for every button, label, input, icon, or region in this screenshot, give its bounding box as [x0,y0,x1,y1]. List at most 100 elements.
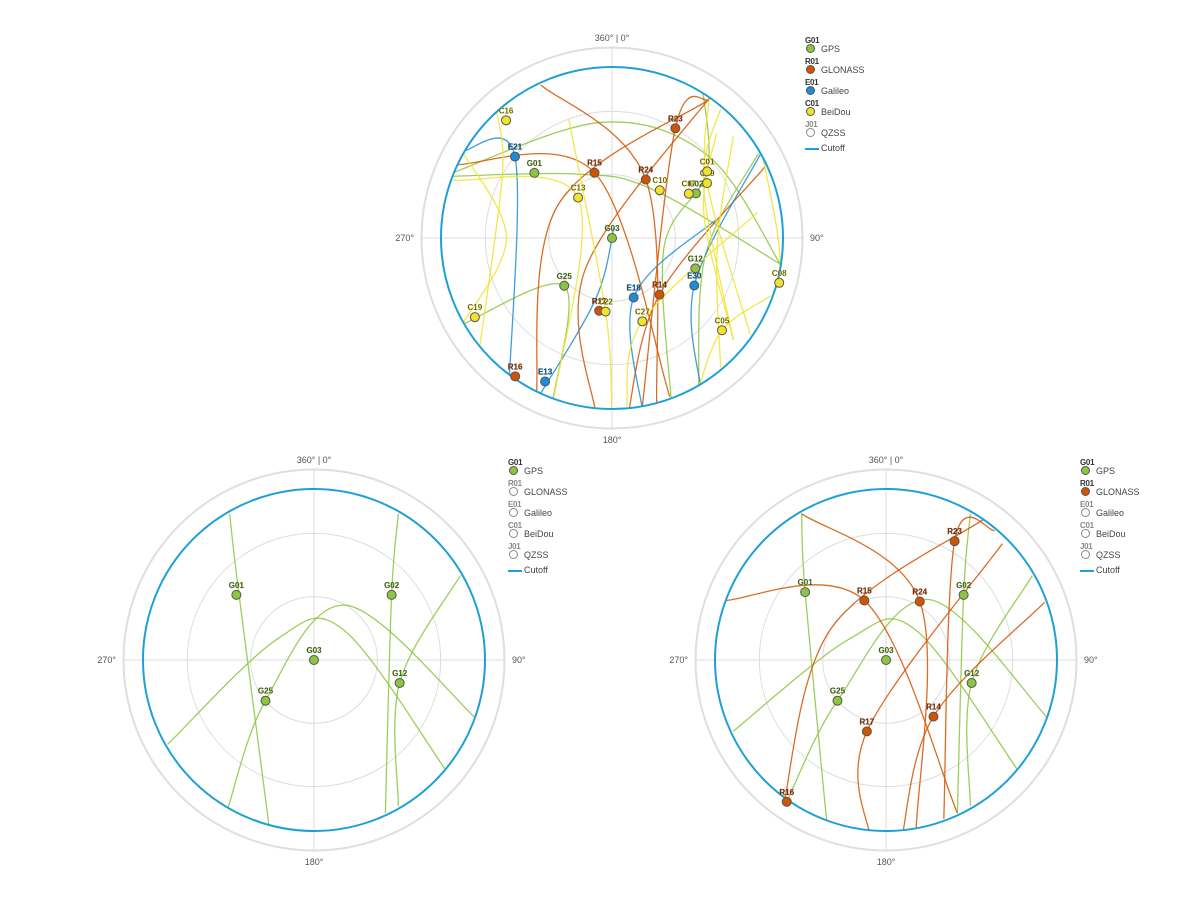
legend-item-cutoff[interactable]: Cutoff [805,143,895,157]
legend-item-glonass[interactable]: R01 GLONASS [508,479,598,500]
satellite-marker-R16[interactable] [510,371,521,382]
satellite-marker-G01[interactable] [800,587,811,598]
legend-item-beidou[interactable]: C01 BeiDou [1080,521,1170,542]
axis-label-south: 180° [305,857,324,867]
satellite-marker-C07[interactable] [683,188,694,199]
legend-item-gps[interactable]: G01 GPS [1080,458,1170,479]
track-C09 [703,99,751,336]
track-G01 [800,513,828,823]
legend-marker-icon [1081,466,1090,475]
legend-item-galileo[interactable]: E01 Galileo [805,78,895,99]
legend-marker-icon [1081,487,1090,496]
satellite-label-C05: C05 [715,316,730,325]
legend-marker-icon [509,487,518,496]
satellite-marker-G03[interactable] [607,233,617,243]
satellite-marker-R23[interactable] [670,123,681,134]
skyplot-chart-top: 360° | 0° 90° 180° 270° G01 G02 G03 G12 G25 R15 R1… [395,33,824,445]
satellite-marker-E18[interactable] [628,292,639,303]
legend-item-cutoff[interactable]: Cutoff [1080,565,1170,579]
tracks-group [167,513,478,828]
legend-name: GPS [821,44,841,54]
track-G01 [451,121,783,269]
satellite-marker-C05[interactable] [716,325,727,336]
axis-label-south: 180° [877,857,896,867]
legend-item-galileo[interactable]: E01 Galileo [508,500,598,521]
satellite-label-R23: R23 [668,114,683,123]
legend-id-label: C01 [805,99,819,108]
satellite-marker-R15[interactable] [589,167,600,178]
track-C22 [568,118,613,409]
legend-item-glonass[interactable]: R01 GLONASS [1080,479,1170,500]
satellite-marker-R24[interactable] [914,596,925,607]
satellite-marker-R14[interactable] [928,711,939,722]
legend-item-qzss[interactable]: J01 QZSS [508,542,598,563]
satellite-label-R15: R15 [857,586,872,595]
legend-item-beidou[interactable]: C01 BeiDou [508,521,598,542]
satellite-label-G01: G01 [229,581,245,590]
legend-id-label: R01 [508,479,522,488]
satellite-marker-C08[interactable] [774,277,785,288]
satellite-marker-G01[interactable] [529,167,540,178]
satellite-marker-C19[interactable] [469,312,480,323]
track-G25 [786,598,1050,803]
satellite-marker-G01[interactable] [231,589,242,600]
legend-item-qzss[interactable]: J01 QZSS [1080,542,1170,563]
track-R17 [857,543,1003,831]
legend-item-beidou[interactable]: C01 BeiDou [805,99,895,120]
legend-id-label: J01 [508,542,521,551]
legend-id-label: G01 [805,36,820,45]
legend-marker-icon [806,65,815,74]
grid-outer-ring [694,468,1078,852]
legend-id-label: R01 [805,57,819,66]
track-G25 [226,604,478,811]
legend-item-qzss[interactable]: J01 QZSS [805,120,895,141]
legend-top: G01 GPS R01 GLONASS E01 Galileo C01 BeiDou J01 QZ… [805,36,895,157]
legend-marker-icon [509,550,518,559]
satellite-marker-G12[interactable] [966,677,977,688]
satellite-marker-E13[interactable] [540,376,551,387]
axis-label-east: 90° [1084,655,1098,665]
legend-marker-icon [806,107,815,116]
satellite-marker-C16[interactable] [501,115,512,126]
satellite-marker-E30[interactable] [689,280,700,291]
satellite-marker-R16[interactable] [781,796,792,807]
satellite-label-G03: G03 [604,224,620,233]
legend-item-glonass[interactable]: R01 GLONASS [805,57,895,78]
satellite-marker-G12[interactable] [690,263,701,274]
track-R14 [626,166,766,409]
satellite-marker-C01[interactable] [702,166,713,177]
satellite-label-C01: C01 [700,157,715,166]
satellite-marker-R15[interactable] [859,595,870,606]
legend-name: Galileo [524,508,553,518]
satellite-label-G12: G12 [392,669,408,678]
satellite-marker-C10[interactable] [654,185,665,196]
satellite-label-G12: G12 [964,669,980,678]
satellite-label-E21: E21 [508,143,523,152]
satellite-marker-G03[interactable] [881,655,891,665]
satellite-marker-R23[interactable] [949,536,960,547]
satellite-marker-G02[interactable] [386,589,397,600]
satellite-marker-G25[interactable] [559,280,570,291]
legend-marker-icon [806,128,815,137]
satellite-label-G25: G25 [258,687,274,696]
satellite-marker-E21[interactable] [509,151,520,162]
satellite-marker-G03[interactable] [309,655,319,665]
satellite-marker-R24[interactable] [640,174,651,185]
satellite-marker-G02[interactable] [958,589,969,600]
satellite-marker-G25[interactable] [832,695,843,706]
legend-item-galileo[interactable]: E01 Galileo [1080,500,1170,521]
legend-item-gps[interactable]: G01 GPS [508,458,598,479]
satellite-marker-C09[interactable] [702,178,713,189]
satellite-marker-R14[interactable] [654,289,665,300]
satellite-marker-R17[interactable] [861,726,872,737]
satellite-marker-C13[interactable] [573,192,584,203]
satellite-marker-G25[interactable] [260,695,271,706]
axis-label-north: 360° | 0° [297,455,332,465]
satellite-marker-C22[interactable] [600,306,611,317]
grid-outer-ring [122,468,506,852]
legend-item-gps[interactable]: G01 GPS [805,36,895,57]
satellite-marker-G12[interactable] [394,677,405,688]
legend-item-cutoff[interactable]: Cutoff [508,565,598,579]
satellite-marker-C27[interactable] [637,316,648,327]
track-G02 [384,513,400,814]
